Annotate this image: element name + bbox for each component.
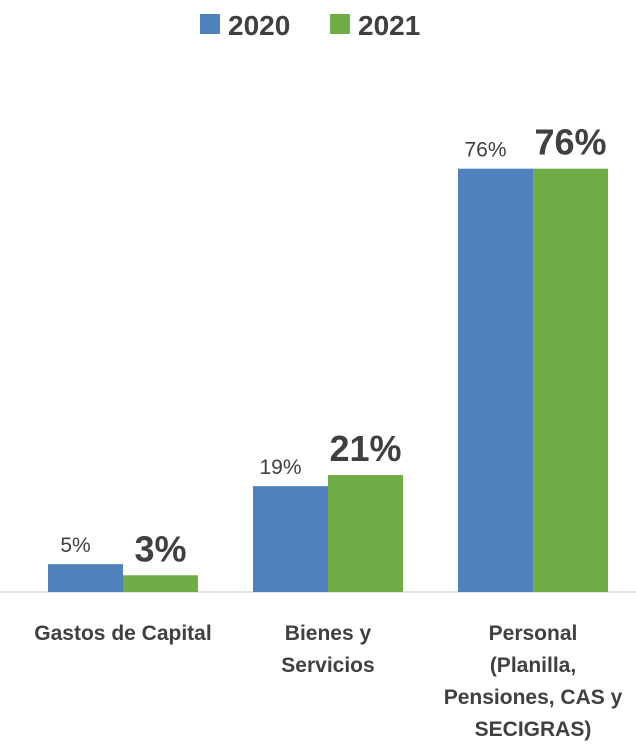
- data-label: 19%: [259, 456, 301, 479]
- bar: [253, 486, 328, 592]
- bar: [328, 475, 403, 592]
- data-label: 3%: [134, 528, 186, 569]
- data-label: 5%: [60, 534, 90, 557]
- legend-swatch: [330, 14, 350, 34]
- x-tick-label: Personal (Planilla, Pensiones, CAS y SEC…: [443, 622, 623, 741]
- data-label: 76%: [534, 122, 606, 163]
- x-tick-label: Bienes y Servicios: [281, 622, 375, 677]
- legend-swatch: [200, 14, 220, 34]
- legend-label: 2021: [358, 10, 420, 41]
- x-tick-label: Gastos de Capital: [34, 622, 212, 645]
- legend-label: 2020: [228, 10, 290, 41]
- bar: [533, 168, 608, 592]
- data-label: 76%: [464, 139, 506, 162]
- bar: [48, 564, 123, 592]
- bar: [123, 575, 198, 592]
- bar: [458, 168, 533, 592]
- data-label: 21%: [329, 428, 401, 469]
